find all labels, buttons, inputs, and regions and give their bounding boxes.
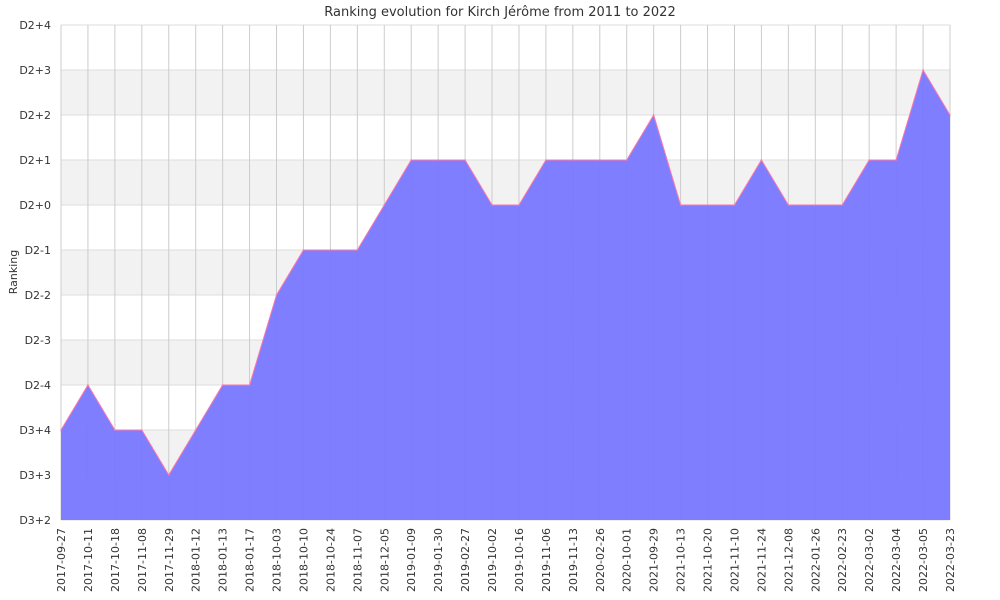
data-point <box>114 429 116 431</box>
data-point <box>167 474 170 476</box>
data-point <box>598 159 601 161</box>
x-tick-label: 2018-11-07 <box>351 528 364 592</box>
y-tick-label: D3+3 <box>19 469 51 482</box>
x-tick-label: 2018-12-05 <box>378 528 391 592</box>
background-band <box>61 115 950 160</box>
data-point <box>464 159 466 161</box>
data-point <box>87 384 89 386</box>
data-point <box>652 114 655 116</box>
data-point <box>248 384 251 386</box>
x-tick-label: 2022-03-23 <box>944 528 957 592</box>
data-point <box>383 204 386 206</box>
data-point <box>410 159 413 161</box>
data-point <box>868 159 870 161</box>
x-tick-label: 2019-01-09 <box>405 528 418 592</box>
series-line <box>60 68 951 476</box>
x-tick-label: 2022-03-04 <box>890 528 903 592</box>
data-point <box>302 249 305 251</box>
data-point <box>545 159 547 161</box>
x-tick-label: 2017-10-18 <box>109 528 122 592</box>
y-tick-label: D2+1 <box>19 154 51 167</box>
background-band <box>61 70 950 115</box>
y-tick-label: D2+0 <box>19 199 51 212</box>
x-tick-label: 2021-12-08 <box>782 528 795 592</box>
y-tick-label: D2+4 <box>19 19 51 32</box>
area-series <box>60 68 951 520</box>
x-tick-label: 2018-01-12 <box>190 528 203 592</box>
x-tick-label: 2020-02-26 <box>594 528 607 592</box>
x-tick-label: 2019-11-06 <box>540 528 553 592</box>
data-point <box>437 159 439 161</box>
x-tick-label: 2022-03-02 <box>863 528 876 592</box>
data-point <box>194 429 197 431</box>
chart-title: Ranking evolution for Kirch Jérôme from … <box>324 5 675 20</box>
data-point <box>787 204 790 206</box>
y-tick-label: D2-2 <box>25 289 51 302</box>
x-tick-label: 2019-10-16 <box>513 528 526 592</box>
data-point <box>895 159 897 161</box>
x-tick-label: 2019-01-30 <box>432 528 445 592</box>
y-axis-title: Ranking <box>7 250 20 295</box>
area-fill <box>61 70 950 520</box>
data-point <box>733 204 736 206</box>
y-tick-label: D2+2 <box>19 109 51 122</box>
data-point <box>491 204 493 206</box>
x-tick-label: 2021-10-13 <box>675 528 688 592</box>
x-tick-label: 2021-11-10 <box>728 528 741 592</box>
x-tick-label: 2018-01-13 <box>217 528 230 592</box>
y-tick-label: D2-3 <box>25 334 51 347</box>
data-point <box>141 429 143 431</box>
data-point <box>706 204 709 206</box>
background-band <box>61 160 950 205</box>
y-tick-label: D2-4 <box>25 379 51 392</box>
x-tick-label: 2022-01-26 <box>809 528 822 592</box>
x-tick-label: 2022-03-05 <box>917 528 930 592</box>
y-tick-label: D3+2 <box>19 514 51 527</box>
data-point <box>518 204 520 206</box>
x-tick-label: 2019-10-02 <box>486 528 499 592</box>
y-axis-labels: D3+2 D3+3 D3+4 D2-4 D2-3 D2-2 D2-1 D2+0 D2+1 D2+2… <box>19 19 51 527</box>
x-tick-label: 2018-10-10 <box>297 528 310 592</box>
data-point <box>949 114 951 116</box>
x-tick-label: 2019-02-27 <box>459 528 472 592</box>
x-tick-label: 2021-11-24 <box>755 528 768 592</box>
x-tick-label: 2017-11-29 <box>163 528 176 592</box>
x-tick-label: 2019-11-13 <box>567 528 580 592</box>
x-tick-label: 2022-02-23 <box>836 528 849 592</box>
x-tick-label: 2017-11-08 <box>136 528 149 592</box>
x-axis-labels: 2017-09-27 2017-10-11 2017-10-18 2017-11-08… <box>55 528 957 592</box>
data-point <box>60 429 62 431</box>
x-tick-label: 2017-09-27 <box>55 528 68 592</box>
background-band <box>61 25 950 70</box>
data-point <box>922 69 924 71</box>
x-tick-label: 2018-01-17 <box>244 528 257 592</box>
y-tick-label: D2-1 <box>25 244 51 257</box>
y-tick-label: D3+4 <box>19 424 51 437</box>
y-tick-label: D2+3 <box>19 64 51 77</box>
data-point <box>760 159 763 161</box>
x-tick-label: 2017-10-11 <box>82 528 95 592</box>
data-point <box>356 249 359 251</box>
x-tick-label: 2020-10-01 <box>621 528 634 592</box>
data-point <box>679 204 682 206</box>
data-point <box>572 159 574 161</box>
data-point <box>329 249 332 251</box>
x-tick-label: 2021-09-29 <box>648 528 661 592</box>
x-tick-label: 2021-10-20 <box>702 528 715 592</box>
data-point <box>221 384 224 386</box>
x-tick-label: 2018-10-24 <box>324 528 337 592</box>
data-point <box>275 294 278 296</box>
data-point <box>841 204 844 206</box>
data-point <box>814 204 817 206</box>
data-point <box>625 159 628 161</box>
x-tick-label: 2018-10-03 <box>271 528 284 592</box>
